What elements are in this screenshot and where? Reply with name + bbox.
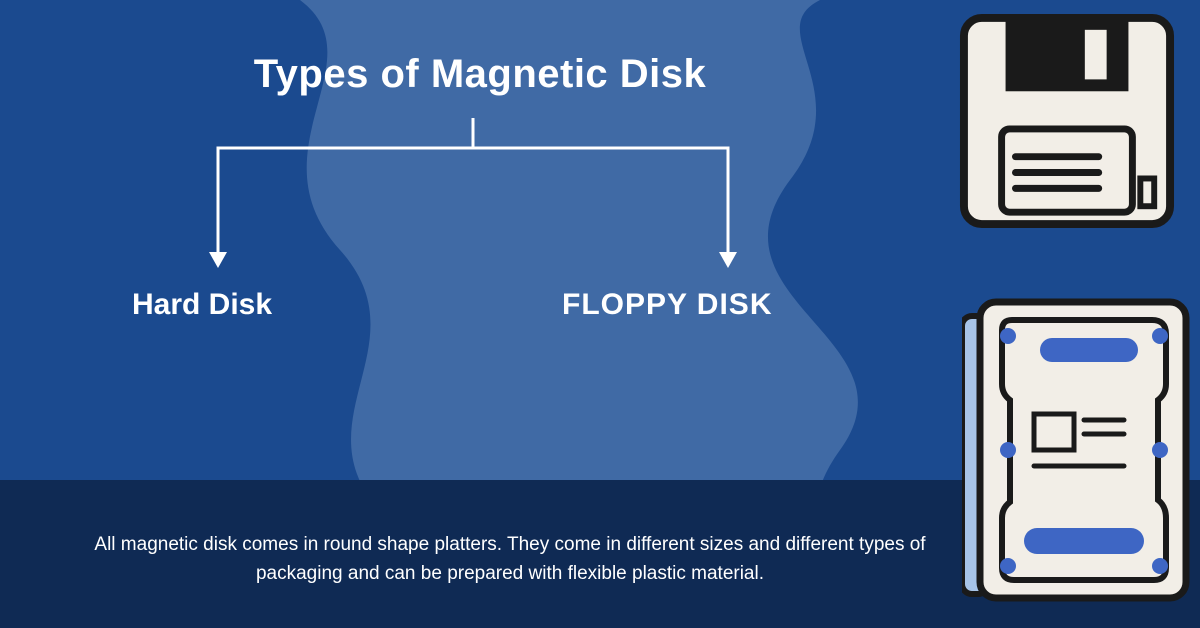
branch-floppy-disk: FLOPPY DISK xyxy=(562,288,772,322)
branch-hard-disk: Hard Disk xyxy=(132,288,272,322)
hard-disk-icon xyxy=(962,296,1192,606)
infographic-canvas: Types of Magnetic Disk Hard Disk FLOPPY … xyxy=(0,0,1200,628)
hdd-bottom-bar xyxy=(1024,528,1144,554)
arrowhead-right xyxy=(719,252,737,268)
page-title: Types of Magnetic Disk xyxy=(0,52,960,97)
arrowhead-left xyxy=(209,252,227,268)
floppy-disk-icon xyxy=(958,12,1176,230)
footer-description: All magnetic disk comes in round shape p… xyxy=(60,531,960,588)
branch-connector xyxy=(168,118,778,268)
floppy-shutter-slot xyxy=(1085,30,1107,80)
hdd-top-bar xyxy=(1040,338,1138,362)
floppy-shutter xyxy=(1006,18,1129,91)
